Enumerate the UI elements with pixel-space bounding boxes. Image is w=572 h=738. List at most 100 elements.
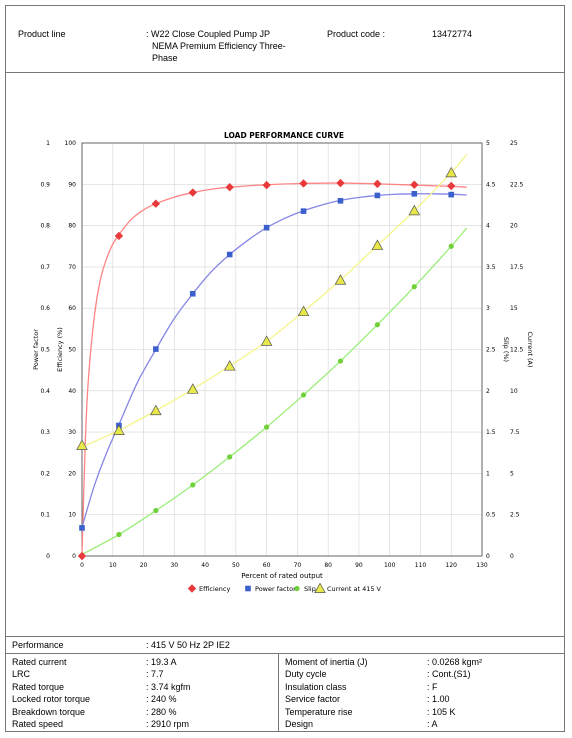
data-point-diamond — [262, 180, 271, 190]
data-point-square — [448, 191, 455, 198]
data-point-square — [374, 192, 381, 199]
column-divider — [278, 653, 279, 732]
spec-label: Rated torque — [12, 681, 65, 692]
chart-legend: Efficiency Power factor Slip Current at 415… — [187, 582, 382, 594]
chart-grid — [81, 142, 483, 557]
y-tick-label-slip: 4 — [486, 223, 490, 230]
spec-value: : 2910 rpm — [146, 719, 190, 729]
data-point-diamond — [188, 188, 197, 197]
y-tick-label-slip: 4.5 — [486, 181, 496, 188]
x-tick-label: 120 — [446, 562, 458, 569]
data-point-square — [79, 525, 85, 531]
x-tick-label: 60 — [263, 562, 271, 569]
data-point-triangle — [297, 305, 310, 317]
curve-square-series — [81, 193, 467, 528]
data-point-triangle — [408, 204, 421, 216]
data-point-diamond — [114, 231, 124, 241]
spec-value: : 19.3 A — [146, 657, 177, 667]
x-tick-label: 50 — [232, 562, 240, 569]
x-axis-label: Percent of rated output — [241, 572, 323, 580]
legend-label: Current at 415 V — [327, 585, 382, 593]
data-point-circle — [411, 284, 417, 290]
spec-value: : A — [427, 719, 438, 729]
y-tick-label-current: 7.5 — [510, 429, 520, 436]
spec-label: Insulation class — [285, 681, 347, 692]
legend-marker — [314, 582, 326, 594]
data-point-square — [226, 251, 233, 258]
spec-label: Rated speed — [12, 719, 64, 729]
product-line-value-1: : W22 Close Coupled Pump JP — [146, 29, 271, 39]
spec-value: : 280 % — [146, 706, 177, 717]
performance-value: : 415 V 50 Hz 2P IE2 — [146, 640, 230, 650]
plot-border — [81, 142, 483, 557]
y-tick-label-current: 5 — [510, 470, 514, 477]
x-tick-label: 110 — [415, 562, 427, 569]
y-tick-label-current: 2.5 — [510, 512, 520, 519]
y-tick-label-power-factor: 0.7 — [40, 264, 50, 271]
data-point-circle — [227, 454, 233, 460]
performance-label: Performance — [12, 640, 64, 650]
x-tick-label: 100 — [384, 562, 396, 569]
data-point-square — [153, 346, 159, 352]
y-tick-label-slip: 3.5 — [486, 264, 496, 271]
spec-label: Design — [285, 719, 314, 729]
product-code-label: Product code : — [327, 29, 386, 39]
spec-label: Moment of inertia (J) — [285, 657, 368, 667]
spec-table: Performance : 415 V 50 Hz 2P IE2 Rated c… — [6, 636, 564, 732]
spec-value: : 240 % — [146, 694, 177, 705]
y-tick-label-current: 25 — [510, 140, 518, 147]
y-tick-label-current: 12.5 — [510, 347, 524, 354]
x-tick-label: 40 — [201, 562, 209, 569]
y-tick-label-power-factor: 0 — [46, 553, 50, 560]
data-point-triangle — [76, 439, 88, 450]
y-tick-label-power-factor: 0.5 — [40, 347, 50, 354]
spec-label: Rated current — [12, 657, 67, 667]
y-tick-label-current: 0 — [510, 553, 514, 560]
data-point-square — [189, 290, 196, 297]
y-tick-label-efficiency: 70 — [68, 264, 76, 271]
y-tick-label-current: 20 — [510, 223, 518, 230]
data-point-diamond — [225, 182, 234, 192]
data-point-triangle — [223, 360, 236, 371]
x-tick-label: 30 — [170, 562, 178, 569]
product-header: Product line : W22 Close Coupled Pump JP… — [6, 6, 564, 73]
y-tick-label-current: 22.5 — [510, 181, 524, 188]
spec-value: : 105 K — [427, 706, 456, 717]
product-line-value-2: NEMA Premium Efficiency Three- — [152, 41, 286, 51]
chart-area: LOAD PERFORMANCE CURVE 0 10 20 30 40 50 60 70 80… — [6, 72, 564, 636]
y-tick-label-slip: 5 — [486, 140, 490, 147]
axis-labels: 0 10 20 30 40 50 60 70 80 90 100 110 120 13000.10.20.… — [32, 140, 534, 569]
data-point-circle — [448, 243, 454, 249]
spec-label: Breakdown torque — [12, 706, 86, 717]
x-tick-label: 0 — [80, 562, 84, 569]
y-tick-label-slip: 3 — [486, 305, 490, 312]
spec-label: LRC — [12, 669, 31, 680]
data-point-circle — [190, 482, 196, 488]
y-tick-label-current: 17.5 — [510, 264, 524, 271]
data-point-circle — [264, 424, 270, 430]
spec-label: Duty cycle — [285, 669, 327, 680]
y-tick-label-current: 15 — [510, 305, 518, 312]
y-tick-label-efficiency: 60 — [68, 305, 76, 312]
product-code-value: 13472774 — [432, 29, 473, 39]
y-tick-label-power-factor: 0.4 — [40, 388, 50, 395]
series-markers — [76, 166, 458, 561]
y-tick-label-efficiency: 100 — [65, 140, 77, 147]
data-point-square — [411, 190, 418, 197]
spec-label: Service factor — [285, 694, 341, 705]
spec-label: Locked rotor torque — [12, 694, 91, 705]
load-performance-chart: LOAD PERFORMANCE CURVE 0 10 20 30 40 50 60 70 80… — [32, 131, 534, 594]
y-tick-label-slip: 1 — [486, 470, 490, 477]
legend-marker — [245, 585, 251, 592]
y-tick-label-slip: 0 — [486, 553, 490, 560]
legend-label: Slip — [304, 585, 316, 593]
data-point-diamond — [299, 179, 308, 188]
y-tick-label-power-factor: 0.9 — [40, 181, 50, 188]
y-tick-label-power-factor: 0.1 — [40, 512, 50, 519]
data-point-triangle — [113, 424, 125, 435]
y-tick-label-efficiency: 90 — [68, 181, 76, 188]
legend-marker — [187, 584, 197, 593]
data-point-triangle — [260, 335, 273, 346]
axis-title-power-factor: Power factor — [32, 329, 40, 370]
data-point-square — [337, 198, 344, 204]
